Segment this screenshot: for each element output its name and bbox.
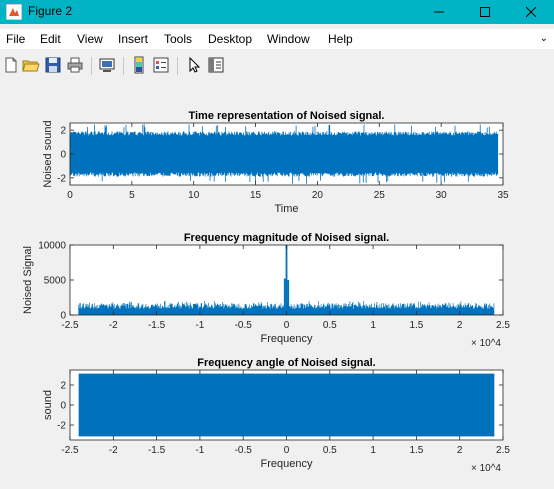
- minimize-icon: [434, 11, 444, 13]
- plot-title-magnitude: Frequency magnitude of Noised signal.: [184, 232, 389, 244]
- xlabel-angle: Frequency: [261, 458, 313, 470]
- x-tick-label: 0: [67, 190, 73, 201]
- plot-title-time: Time representation of Noised signal.: [188, 110, 384, 122]
- x-tick-label: 10: [188, 190, 200, 201]
- x-tick-label: 30: [436, 190, 448, 201]
- x-tick-label: 2: [457, 445, 463, 456]
- title-bar[interactable]: Figure 2: [0, 0, 554, 24]
- y-tick-label: 10000: [38, 241, 66, 252]
- x-tick-label: 15: [250, 190, 262, 201]
- y-tick-label: 0: [60, 150, 66, 161]
- maximize-icon: [480, 7, 490, 17]
- x-tick-label: 25: [374, 190, 386, 201]
- x-tick-label: -2.5: [61, 445, 79, 456]
- menu-tools[interactable]: Tools: [164, 32, 193, 46]
- window-title: Figure 2: [28, 4, 73, 18]
- x-tick-label: 2.5: [496, 320, 510, 331]
- x-tick-label: -0.5: [235, 320, 253, 331]
- ylabel-time: Noised sound: [42, 120, 54, 187]
- y-tick-label: -2: [57, 173, 66, 184]
- x-tick-label: 2: [457, 320, 463, 331]
- series-magnitude: [78, 245, 495, 315]
- x-tick-label: 0.5: [323, 320, 337, 331]
- menu-help[interactable]: Help: [328, 32, 353, 46]
- ylabel-magnitude: Noised Signal: [22, 246, 34, 314]
- x-tick-label: -1.5: [148, 320, 166, 331]
- toolbar-separator: [91, 57, 92, 75]
- menu-window[interactable]: Window: [267, 32, 310, 46]
- menu-desktop[interactable]: Desktop: [208, 32, 253, 46]
- x-tick-label: -2.5: [61, 320, 79, 331]
- toolbar-separator: [177, 57, 178, 75]
- x-tick-label: 5: [129, 190, 135, 201]
- toolbar-separator: [123, 57, 124, 75]
- x-tick-label: 1.5: [409, 445, 423, 456]
- x-tick-label: 0: [284, 320, 290, 331]
- y-tick-label: 2: [60, 126, 66, 137]
- ylabel-angle: sound: [42, 390, 54, 420]
- x-tick-label: 35: [497, 190, 509, 201]
- xlabel-magnitude: Frequency: [261, 333, 313, 345]
- x-tick-label: -2: [109, 445, 118, 456]
- close-button[interactable]: [508, 0, 554, 24]
- x-tick-label: 20: [312, 190, 324, 201]
- x-tick-label: 0: [284, 445, 290, 456]
- print-icon[interactable]: [66, 56, 84, 74]
- x-tick-label: -1: [195, 320, 204, 331]
- property-inspector-icon[interactable]: [207, 56, 225, 74]
- x-tick-label: -1: [195, 445, 204, 456]
- figure-canvas: 0 5 10 15 20 25 30 35 -2 0 2 Time representation o…: [0, 82, 554, 489]
- menu-insert[interactable]: Insert: [118, 32, 149, 46]
- x-tick-label: 1.5: [409, 320, 423, 331]
- axes-magnitude[interactable]: -2.5 -2 -1.5 -1 -0.5 0 0.5 1 1.5 2 2.5 0 5000 10000 F…: [22, 232, 510, 349]
- x-tick-label: 2.5: [496, 445, 510, 456]
- spectrum-noise: [78, 301, 495, 315]
- x-exponent-magnitude: × 10^4: [471, 338, 501, 349]
- menu-bar: File Edit View Insert Tools Desktop Wind…: [0, 29, 554, 49]
- print-preview-icon[interactable]: [98, 56, 116, 74]
- save-icon[interactable]: [44, 56, 62, 74]
- menu-edit[interactable]: Edit: [40, 32, 61, 46]
- figure-plots: 0 5 10 15 20 25 30 35-202 Time representation o…: [22, 110, 510, 474]
- y-tick-label: 0: [60, 311, 66, 322]
- menu-file[interactable]: File: [6, 32, 26, 46]
- y-tick-label: -2: [57, 421, 66, 432]
- axes-angle[interactable]: -2.5 -2 -1.5 -1 -0.5 0 0.5 1 1.5 2 2.5 -2 0 2 Frequen…: [42, 357, 510, 474]
- series-angle: [78, 373, 495, 437]
- x-exponent-angle: × 10^4: [471, 463, 501, 474]
- close-icon: [526, 7, 536, 17]
- x-tick-label: -1.5: [148, 445, 166, 456]
- y-tick-label: 0: [60, 401, 66, 412]
- x-tick-label: 1: [370, 445, 376, 456]
- matlab-icon: [6, 4, 22, 20]
- x-tick-label: -2: [109, 320, 118, 331]
- plot-title-angle: Frequency angle of Noised signal.: [197, 357, 375, 369]
- axes-time[interactable]: 0 5 10 15 20 25 30 35-202 Time representation o…: [42, 110, 509, 215]
- new-figure-icon[interactable]: [2, 56, 20, 74]
- maximize-button[interactable]: [462, 0, 508, 24]
- y-tick-label: 5000: [44, 276, 67, 287]
- chevron-down-icon[interactable]: ⌄: [539, 33, 548, 44]
- xlabel-time: Time: [274, 203, 298, 215]
- x-tick-label: 0.5: [323, 445, 337, 456]
- phase-fill: [78, 373, 495, 437]
- y-tick-label: 2: [60, 381, 66, 392]
- open-file-icon[interactable]: [22, 56, 40, 74]
- insert-colorbar-icon[interactable]: [130, 56, 148, 74]
- edit-plot-arrow-icon[interactable]: [185, 56, 203, 74]
- x-tick-label: -0.5: [235, 445, 253, 456]
- minimize-button[interactable]: [416, 0, 462, 24]
- x-tick-label: 1: [370, 320, 376, 331]
- toolbar: [0, 52, 554, 80]
- menu-view[interactable]: View: [77, 32, 103, 46]
- insert-legend-icon[interactable]: [152, 56, 170, 74]
